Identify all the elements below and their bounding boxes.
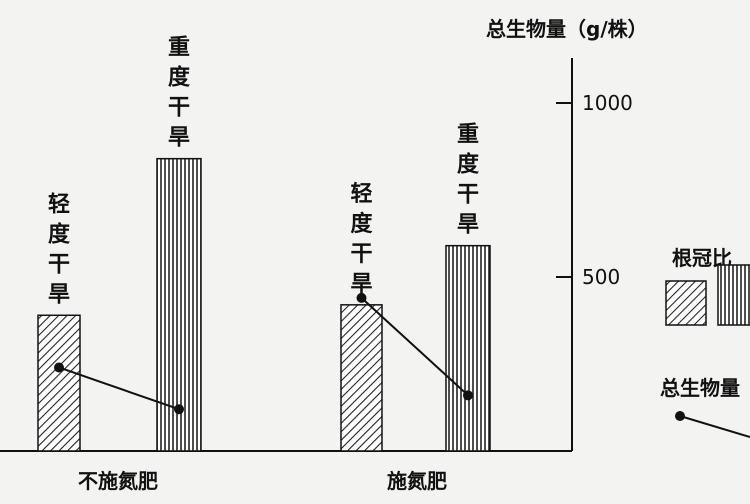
total-biomass-point-1-0 xyxy=(356,292,367,303)
right-axis-tick-label-0: 500 xyxy=(582,265,620,289)
legend-line-label: 总生物量 xyxy=(660,376,740,400)
group-label-1: 施氮肥 xyxy=(387,469,447,493)
bar-label-1-0: 轻度干旱 xyxy=(350,181,373,297)
total-biomass-line-0 xyxy=(58,366,180,411)
bar-1-0 xyxy=(340,304,383,452)
bar-1-1 xyxy=(445,244,491,452)
legend: 根冠比 总生物量 xyxy=(660,246,750,438)
legend-line-sample xyxy=(679,415,750,438)
bar-0-0 xyxy=(37,314,81,452)
legend-bar-swatch-heavy xyxy=(717,264,750,326)
right-axis-tick-label-1: 1000 xyxy=(582,91,633,115)
right-axis-ticks: 500 1000 xyxy=(556,91,633,289)
bar-label-0-0: 轻度干旱 xyxy=(48,191,71,307)
total-biomass-lines xyxy=(54,292,473,415)
legend-bar-swatch-light xyxy=(665,280,707,326)
bar-label-1-1: 重度干旱 xyxy=(457,123,480,238)
bars xyxy=(37,157,491,452)
bar-label-0-1: 重度干旱 xyxy=(168,36,191,151)
group-label-0: 不施氮肥 xyxy=(78,469,158,493)
total-biomass-point-0-0 xyxy=(54,362,64,373)
right-axis-label: 总生物量（g/株） xyxy=(486,17,648,41)
legend-line-marker xyxy=(675,411,685,421)
total-biomass-point-0-1 xyxy=(174,404,184,415)
total-biomass-line-1 xyxy=(360,297,469,397)
bar-0-1 xyxy=(156,157,202,452)
total-biomass-point-1-1 xyxy=(463,390,473,401)
